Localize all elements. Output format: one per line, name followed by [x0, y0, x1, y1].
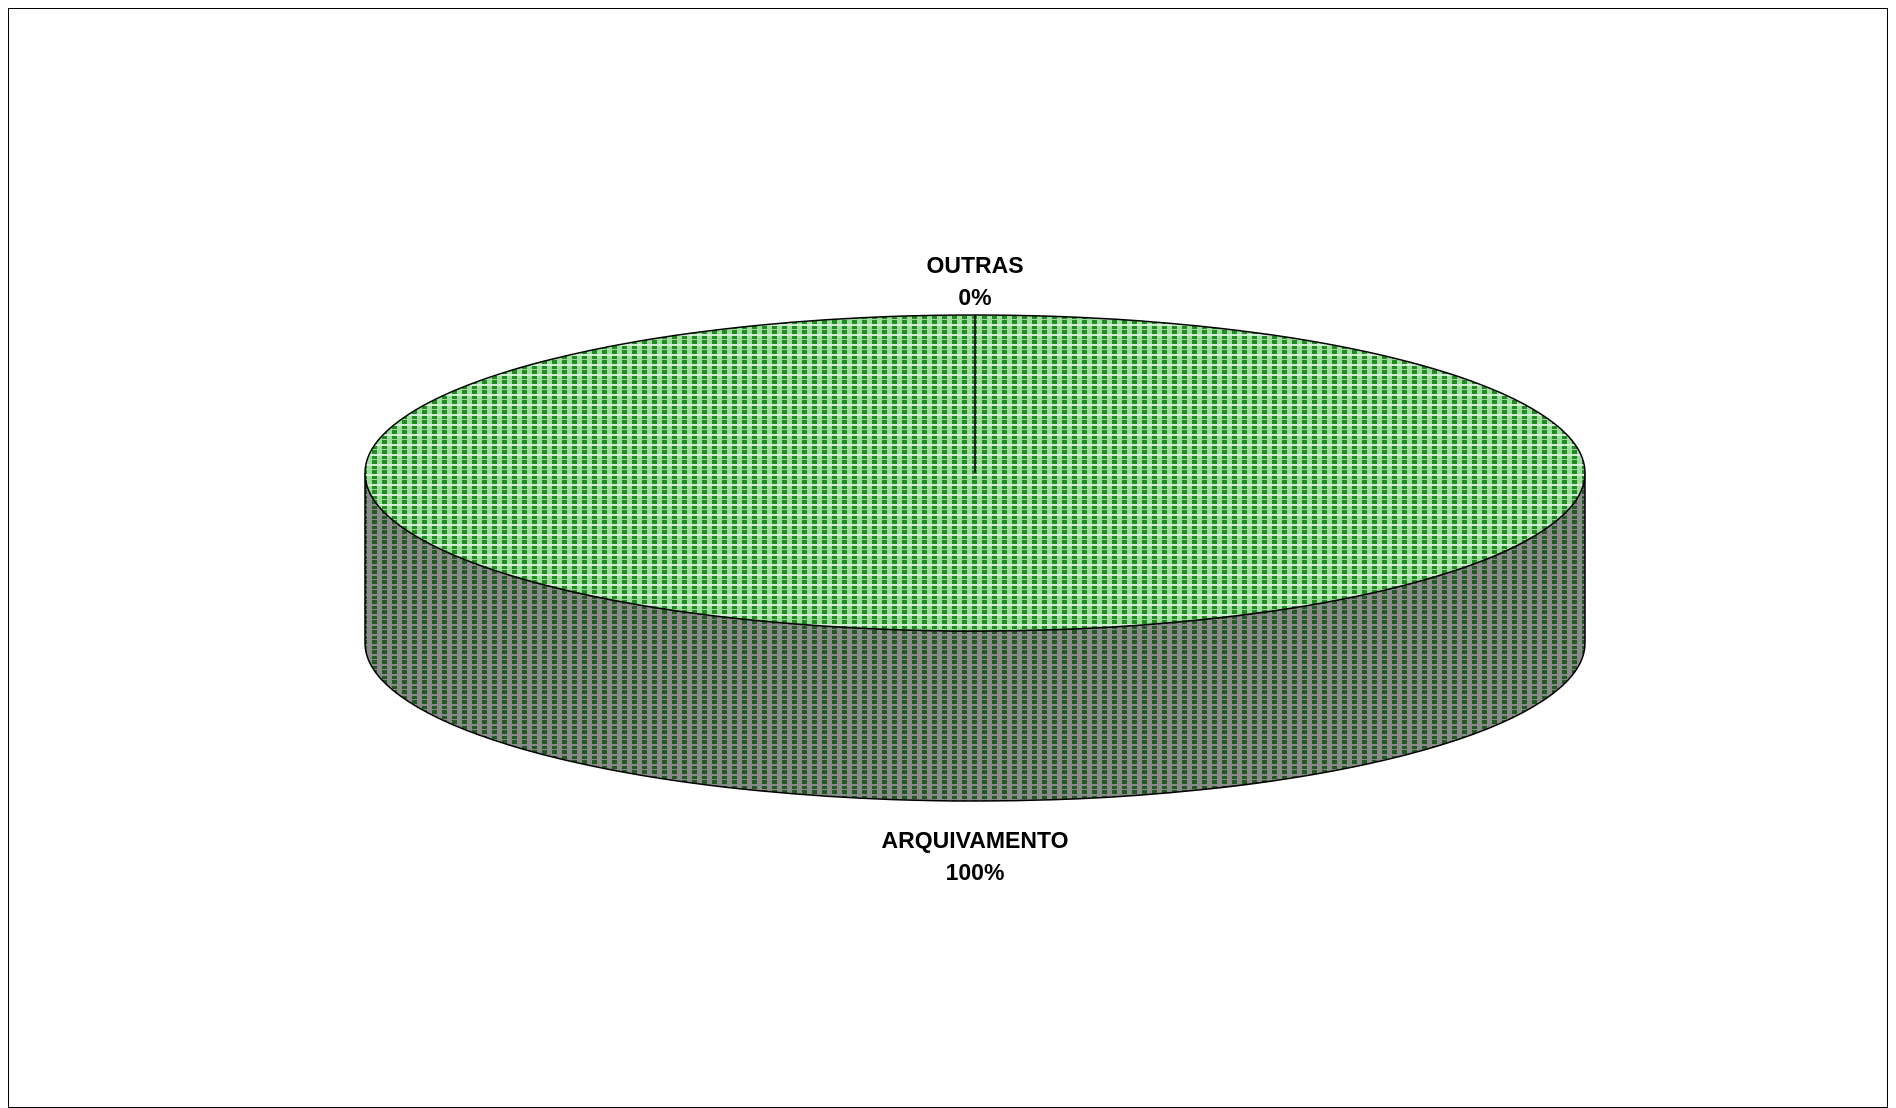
label-arquivamento-name: ARQUIVAMENTO — [882, 827, 1069, 853]
pie-chart: OUTRAS 0% ARQUIVAMENTO 100% — [364, 252, 1586, 885]
label-arquivamento-value: 100% — [946, 859, 1005, 885]
label-outras-name: OUTRAS — [926, 252, 1023, 278]
data-labels: OUTRAS 0% ARQUIVAMENTO 100% — [882, 252, 1069, 885]
pie-3d — [364, 314, 1586, 802]
label-outras-value: 0% — [958, 284, 991, 310]
